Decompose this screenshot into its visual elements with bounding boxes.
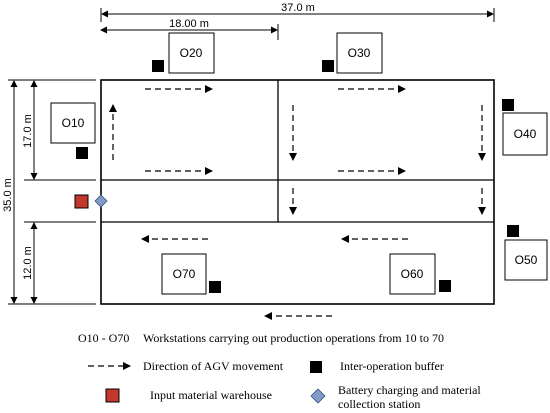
workstation-o40: O40	[502, 112, 548, 156]
lower-height-label: 12.0 m	[22, 246, 34, 280]
legend-charging-icon	[310, 388, 326, 404]
legend-charging-line2: collection station	[338, 397, 420, 411]
dimension-total-height: 35.0 m	[2, 79, 96, 305]
svg-text:O40: O40	[514, 127, 537, 141]
dimension-total-width: 37.0 m	[100, 2, 495, 22]
buffer-o40	[502, 99, 514, 111]
floor-outline	[100, 79, 495, 305]
buffer-o20	[152, 60, 164, 72]
agv-paths	[109, 85, 486, 320]
legend-agv-movement: Direction of AGV movement	[143, 359, 284, 373]
workstation-o70: O70	[161, 253, 207, 295]
legend: O10 - O70 Workstations carrying out prod…	[78, 331, 481, 411]
workstation-o60: O60	[389, 253, 436, 295]
legend-buffer-icon	[310, 361, 322, 373]
legend-workstations-desc: Workstations carrying out production ope…	[143, 331, 444, 345]
dimension-upper-height: 17.0 m	[22, 80, 96, 181]
legend-warehouse: Input material warehouse	[150, 388, 272, 402]
svg-text:O20: O20	[180, 46, 203, 60]
svg-text:O10: O10	[62, 116, 85, 130]
dimension-lower-height: 12.0 m	[22, 221, 96, 304]
legend-workstations-key: O10 - O70	[78, 331, 129, 345]
svg-text:O70: O70	[173, 267, 196, 281]
workstation-o10: O10	[50, 102, 96, 144]
buffer-o50	[507, 225, 519, 237]
workstation-o50: O50	[504, 239, 548, 281]
svg-text:O50: O50	[515, 253, 538, 267]
charging-station	[94, 194, 108, 208]
legend-buffer: Inter-operation buffer	[340, 359, 444, 373]
workstation-o30: O30	[336, 32, 383, 74]
buffer-o30	[322, 60, 334, 72]
buffer-o70	[209, 281, 221, 293]
legend-warehouse-icon	[105, 388, 120, 403]
workstation-o20: O20	[168, 32, 215, 74]
input-warehouse	[74, 194, 89, 209]
dimension-partial-width: 18.00 m	[100, 18, 279, 40]
total-width-label: 37.0 m	[281, 2, 315, 14]
buffer-o60	[439, 280, 451, 292]
partial-width-label: 18.00 m	[169, 18, 209, 30]
buffer-o10	[76, 147, 88, 159]
legend-charging-line1: Battery charging and material	[338, 383, 481, 397]
svg-text:O30: O30	[348, 46, 371, 60]
total-height-label: 35.0 m	[2, 178, 14, 212]
upper-height-label: 17.0 m	[22, 114, 34, 148]
svg-text:O60: O60	[401, 267, 424, 281]
